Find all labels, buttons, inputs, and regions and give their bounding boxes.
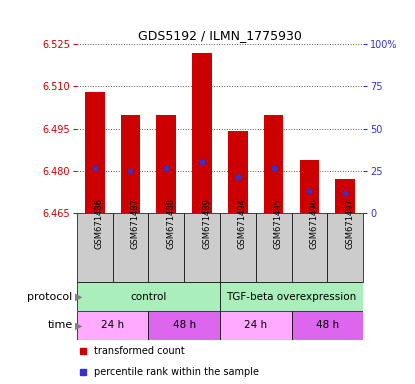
Text: GSM671495: GSM671495 <box>273 198 283 249</box>
Bar <box>327 213 363 282</box>
Bar <box>264 114 283 213</box>
Bar <box>77 311 149 340</box>
Text: control: control <box>130 291 166 302</box>
Bar <box>291 311 363 340</box>
Bar <box>220 282 363 311</box>
Text: GSM671487: GSM671487 <box>130 198 139 249</box>
Text: ▶: ▶ <box>75 320 82 331</box>
Bar <box>121 114 140 213</box>
Bar <box>77 213 112 282</box>
Bar <box>149 213 184 282</box>
Text: GSM671488: GSM671488 <box>166 198 175 249</box>
Text: 24 h: 24 h <box>244 320 267 331</box>
Bar <box>192 53 212 213</box>
Bar <box>85 92 105 213</box>
Text: GSM671497: GSM671497 <box>345 198 354 249</box>
Bar <box>300 160 319 213</box>
Bar <box>149 311 220 340</box>
Bar <box>220 311 291 340</box>
Text: transformed count: transformed count <box>94 346 185 356</box>
Bar <box>220 213 256 282</box>
Title: GDS5192 / ILMN_1775930: GDS5192 / ILMN_1775930 <box>138 28 302 41</box>
Bar <box>112 213 149 282</box>
Bar <box>156 114 176 213</box>
Bar <box>291 213 327 282</box>
Bar <box>256 213 291 282</box>
Text: ▶: ▶ <box>75 291 82 302</box>
Bar <box>77 282 220 311</box>
Bar <box>228 131 248 213</box>
Text: 48 h: 48 h <box>173 320 196 331</box>
Text: GSM671496: GSM671496 <box>310 198 318 249</box>
Text: 24 h: 24 h <box>101 320 124 331</box>
Text: time: time <box>47 320 73 331</box>
Text: TGF-beta overexpression: TGF-beta overexpression <box>227 291 356 302</box>
Text: percentile rank within the sample: percentile rank within the sample <box>94 367 259 377</box>
Text: GSM671494: GSM671494 <box>238 198 247 249</box>
Text: protocol: protocol <box>27 291 73 302</box>
Bar <box>184 213 220 282</box>
Bar <box>335 179 355 213</box>
Text: GSM671489: GSM671489 <box>202 198 211 249</box>
Text: 48 h: 48 h <box>316 320 339 331</box>
Text: GSM671486: GSM671486 <box>95 198 104 249</box>
